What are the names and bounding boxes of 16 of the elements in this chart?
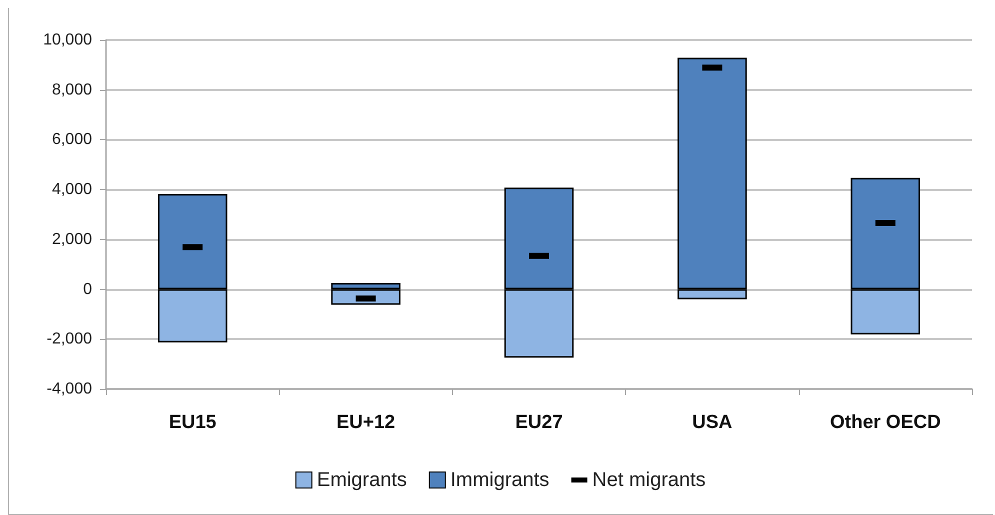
y-tick-label: 6,000 [52, 131, 92, 148]
x-tick-label: EU27 [515, 412, 563, 433]
x-tick-label: EU15 [168, 412, 217, 433]
y-tick-label: -4,000 [46, 380, 92, 398]
y-tick-label: 8,000 [52, 81, 92, 98]
y-tick-label: -2,000 [46, 330, 92, 348]
x-tick-label: Other OECD [830, 412, 941, 433]
y-tick-label: 2,000 [52, 230, 92, 248]
x-tick-label: USA [692, 412, 733, 433]
y-tick-label: 4,000 [52, 181, 92, 198]
legend-label: Immigrants [450, 469, 550, 491]
y-tick-label: 0 [83, 280, 92, 298]
legend-label: Net migrants [592, 469, 706, 491]
legend-label: Emigrants [316, 469, 407, 491]
y-tick-label: 10,000 [43, 32, 92, 48]
x-tick-label: EU+12 [336, 412, 396, 433]
